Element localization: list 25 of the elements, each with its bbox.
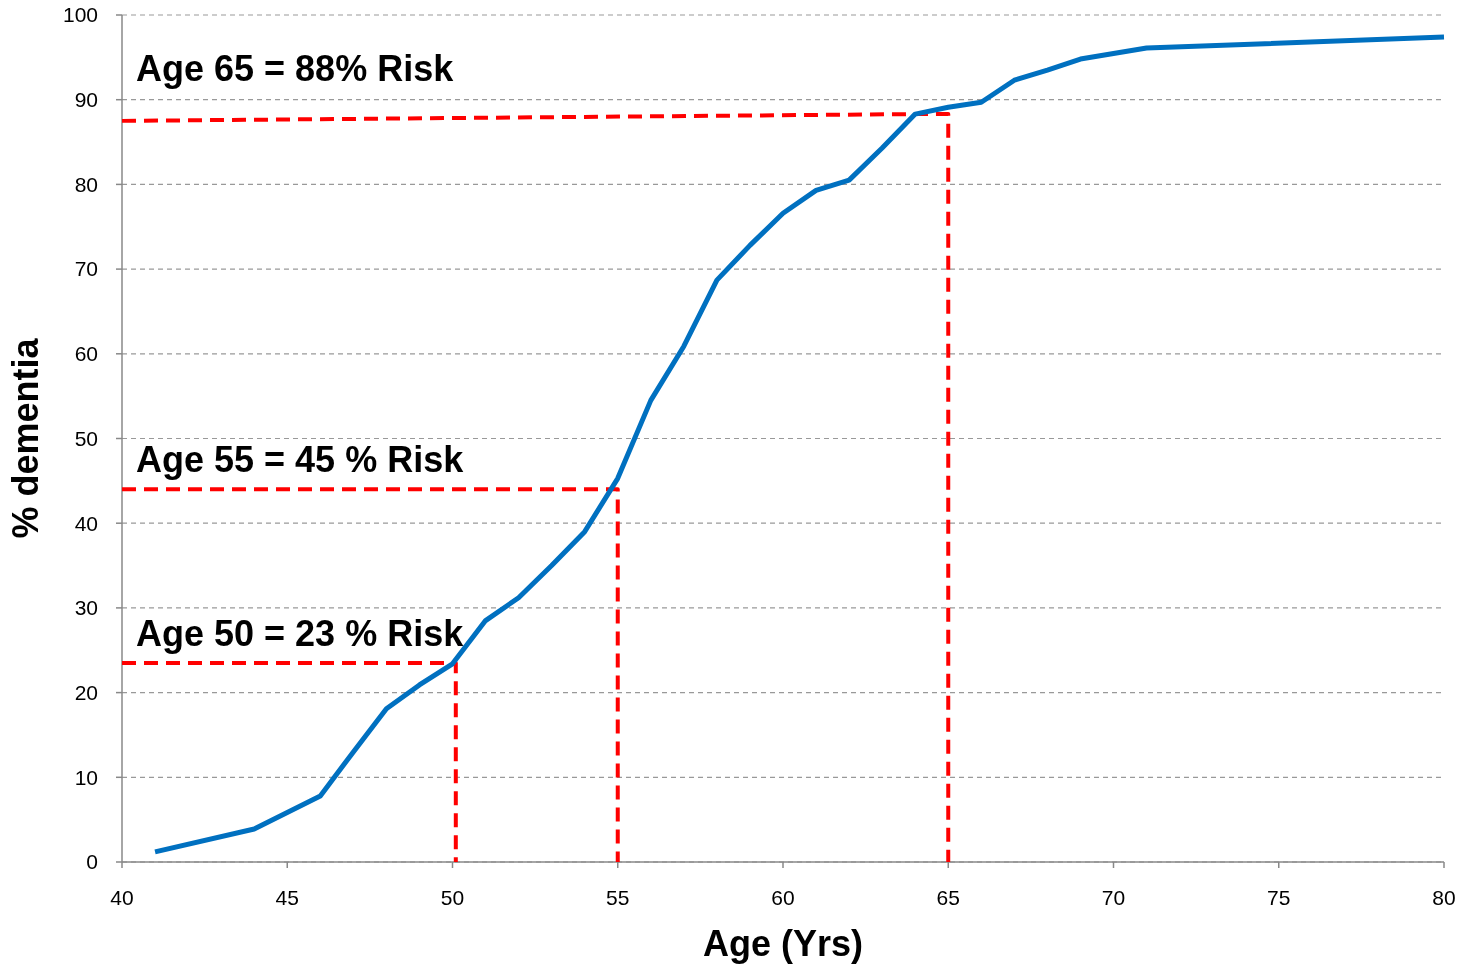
x-tick-label: 50 bbox=[440, 886, 465, 909]
x-tick-label: 65 bbox=[936, 886, 960, 909]
y-tick-label: 40 bbox=[74, 511, 98, 535]
y-tick-label: 10 bbox=[74, 765, 98, 789]
y-tick-label: 20 bbox=[74, 680, 98, 704]
y-axis-title: % dementia bbox=[5, 337, 46, 539]
y-tick-label: 60 bbox=[74, 342, 98, 366]
x-tick-label: 75 bbox=[1267, 886, 1291, 909]
y-tick-label: 50 bbox=[74, 426, 98, 450]
y-tick-label: 90 bbox=[74, 88, 98, 112]
y-tick-label: 70 bbox=[74, 257, 98, 281]
annotation: Age 65 = 88% Risk bbox=[136, 47, 455, 89]
y-tick-label: 0 bbox=[86, 850, 98, 874]
x-tick-label: 60 bbox=[771, 886, 795, 909]
annotation: Age 55 = 45 % Risk bbox=[136, 439, 465, 481]
x-tick-label: 55 bbox=[606, 886, 630, 909]
x-tick-label: 70 bbox=[1101, 886, 1126, 909]
x-tick-label: 40 bbox=[110, 886, 134, 909]
x-tick-label: 80 bbox=[1432, 886, 1456, 909]
annotation: Age 50 = 23 % Risk bbox=[136, 612, 465, 654]
x-axis-title: Age (Yrs) bbox=[702, 923, 864, 964]
y-tick-label: 30 bbox=[74, 596, 98, 620]
y-tick-label: 80 bbox=[74, 172, 98, 196]
y-tick-label: 100 bbox=[62, 3, 98, 27]
x-tick-label: 45 bbox=[275, 886, 299, 909]
